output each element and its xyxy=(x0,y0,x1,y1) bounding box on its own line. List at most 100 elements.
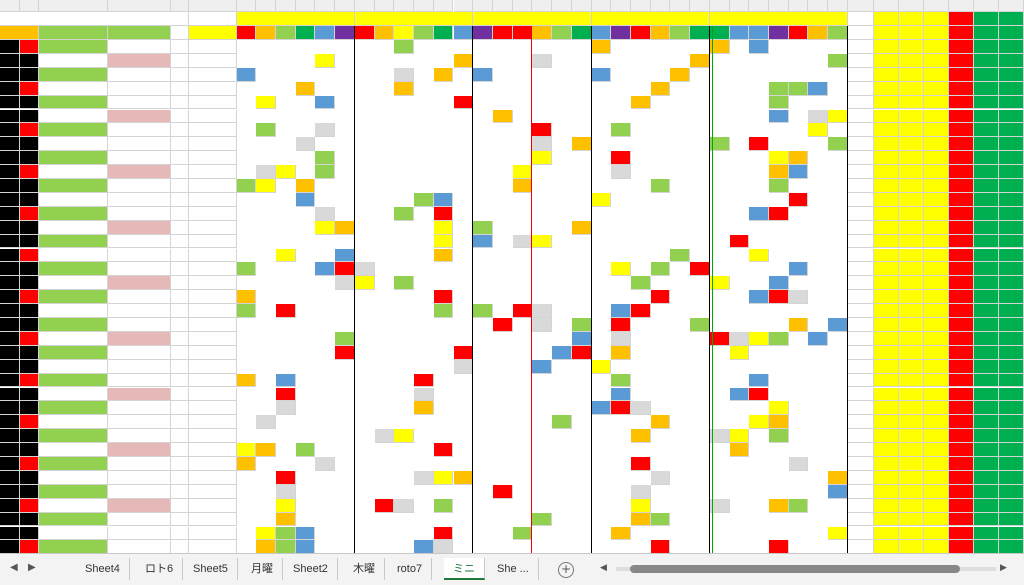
cell-aq[interactable] xyxy=(974,498,1000,513)
cell-ap[interactable] xyxy=(949,318,975,332)
cell-an[interactable] xyxy=(899,457,925,471)
cell-ar[interactable] xyxy=(999,220,1024,235)
cell-mark-ag[interactable] xyxy=(749,387,769,402)
cell-mark-af[interactable] xyxy=(729,345,750,360)
cell-ap[interactable] xyxy=(949,123,975,138)
cell-mark-ak[interactable] xyxy=(828,53,848,68)
cell-mark-i[interactable] xyxy=(276,401,296,416)
cell-b[interactable] xyxy=(19,498,40,513)
cell-al[interactable] xyxy=(847,373,875,388)
cell-date-c[interactable] xyxy=(39,262,108,277)
cell-date-c[interactable] xyxy=(39,401,108,416)
cell-mark-s[interactable] xyxy=(473,304,493,318)
cell-b[interactable] xyxy=(19,470,40,485)
cell-aq[interactable] xyxy=(974,137,1000,152)
cell-ar[interactable] xyxy=(999,443,1024,457)
cell-an[interactable] xyxy=(899,109,925,124)
cell-date-d[interactable] xyxy=(107,498,171,513)
cell-an[interactable] xyxy=(899,401,925,416)
cell-mark-s[interactable] xyxy=(473,220,493,235)
cell-date-c[interactable] xyxy=(39,40,108,54)
cell-mark-l[interactable] xyxy=(335,276,355,291)
column-header-aq[interactable] xyxy=(974,0,1000,12)
cell-date-c[interactable] xyxy=(39,248,108,263)
cell-a[interactable] xyxy=(0,318,20,332)
cell-mark-aj[interactable] xyxy=(808,123,829,138)
cell-date-c[interactable] xyxy=(39,373,108,388)
cell-an[interactable] xyxy=(899,40,925,54)
cell-ap[interactable] xyxy=(949,81,975,96)
cell-mark-j[interactable] xyxy=(295,137,316,152)
cell-ap[interactable] xyxy=(949,192,975,207)
cell-ap[interactable] xyxy=(949,484,975,499)
cell-mark-ae[interactable] xyxy=(709,276,730,291)
cell-half-e[interactable] xyxy=(170,276,190,291)
cell-an[interactable] xyxy=(899,359,925,374)
cell-ao[interactable] xyxy=(924,359,950,374)
cell-half-e[interactable] xyxy=(170,457,190,471)
cell-aq[interactable] xyxy=(974,304,1000,318)
cell-mark-ai[interactable] xyxy=(788,290,809,305)
cell-al[interactable] xyxy=(847,498,875,513)
cell-ao[interactable] xyxy=(924,373,950,388)
cell-an[interactable] xyxy=(899,67,925,82)
cell-a[interactable] xyxy=(0,206,20,221)
cell-am[interactable] xyxy=(874,359,900,374)
cell-mark-i[interactable] xyxy=(276,526,296,541)
cell-ap[interactable] xyxy=(949,234,975,249)
sheet-tab[interactable]: Sheet5 xyxy=(184,558,238,580)
cell-ar[interactable] xyxy=(999,206,1024,221)
cell-mark-ak[interactable] xyxy=(828,526,848,541)
cell-half-e[interactable] xyxy=(170,373,190,388)
cell-mark-i[interactable] xyxy=(276,484,296,499)
cell-a[interactable] xyxy=(0,429,20,444)
cell-round-f[interactable] xyxy=(189,526,237,541)
cell-ao[interactable] xyxy=(924,262,950,277)
cell-mark-j[interactable] xyxy=(295,526,316,541)
cell-mark-x[interactable] xyxy=(571,345,592,360)
cell-an[interactable] xyxy=(899,206,925,221)
cell-mark-g[interactable] xyxy=(236,67,257,82)
column-header-c[interactable] xyxy=(39,0,108,12)
cell-a[interactable] xyxy=(0,304,20,318)
cell-mark-s[interactable] xyxy=(473,234,493,249)
cell-mark-i[interactable] xyxy=(276,470,296,485)
column-header-l[interactable] xyxy=(335,0,355,12)
column-header-x[interactable] xyxy=(571,0,592,12)
cell-mark-ak[interactable] xyxy=(828,137,848,152)
scroll-right-icon[interactable]: ▶ xyxy=(1000,563,1007,573)
cell-b[interactable] xyxy=(19,81,40,96)
cell-date-d[interactable] xyxy=(107,540,171,553)
cell-am[interactable] xyxy=(874,290,900,305)
cell-mark-ah[interactable] xyxy=(768,540,789,553)
cell-half-e[interactable] xyxy=(170,484,190,499)
cell-an[interactable] xyxy=(899,387,925,402)
cell-mark-af[interactable] xyxy=(729,234,750,249)
cell-mark-w[interactable] xyxy=(552,345,572,360)
cell-aq[interactable] xyxy=(974,53,1000,68)
cell-a[interactable] xyxy=(0,484,20,499)
cell-mark-k[interactable] xyxy=(315,53,336,68)
column-header-af[interactable] xyxy=(729,0,750,12)
cell-ao[interactable] xyxy=(924,67,950,82)
cell-mark-aa[interactable] xyxy=(630,484,651,499)
cell-a[interactable] xyxy=(0,540,20,553)
cell-ap[interactable] xyxy=(949,179,975,193)
cell-mark-m[interactable] xyxy=(354,262,375,277)
cell-b[interactable] xyxy=(19,401,40,416)
cell-mark-p[interactable] xyxy=(414,192,434,207)
column-header-a[interactable] xyxy=(0,0,20,12)
cell-date-d[interactable] xyxy=(107,123,171,138)
cell-date-c[interactable] xyxy=(39,512,108,527)
cell-mark-ai[interactable] xyxy=(788,81,809,96)
cell-mark-l[interactable] xyxy=(335,220,355,235)
cell-date-c[interactable] xyxy=(39,179,108,193)
cell-al[interactable] xyxy=(847,484,875,499)
cell-an[interactable] xyxy=(899,165,925,179)
cell-mark-z[interactable] xyxy=(611,331,631,346)
cell-round-f[interactable] xyxy=(189,165,237,179)
cell-round-f[interactable] xyxy=(189,484,237,499)
cell-date-c[interactable] xyxy=(39,304,108,318)
column-header-o[interactable] xyxy=(394,0,415,12)
cell-ao[interactable] xyxy=(924,109,950,124)
